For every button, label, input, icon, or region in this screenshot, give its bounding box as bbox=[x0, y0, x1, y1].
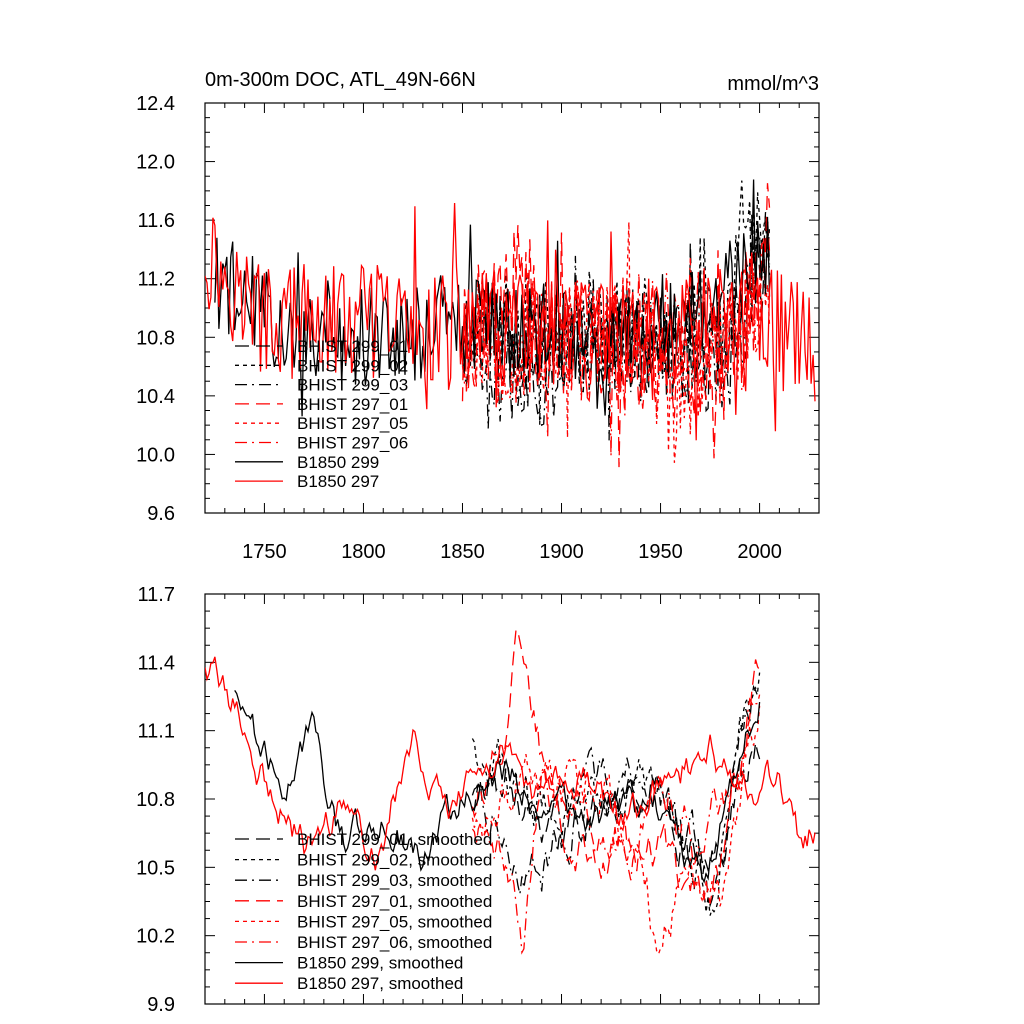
series-line-bottom-3 bbox=[471, 628, 761, 904]
top-panel-units: mmol/m^3 bbox=[727, 73, 819, 95]
y-tick-label: 11.6 bbox=[138, 210, 175, 232]
x-tick-label: 1850 bbox=[440, 541, 485, 563]
y-tick-label: 11.2 bbox=[138, 269, 175, 291]
bottom-panel-ticks: 9.9 10.2 10.5 10.8 11.1 11.4 11.7 bbox=[136, 584, 819, 1016]
y-tick-label: 11.4 bbox=[138, 652, 175, 674]
x-tick-label: 1950 bbox=[638, 541, 683, 563]
y-tick-label: 12.0 bbox=[136, 152, 175, 174]
legend-label: BHIST 297_05, smoothed bbox=[297, 912, 492, 931]
top-panel-ticks: 1750 1800 1850 1900 1950 2000 9.6 10.0 10.4 10.8 1… bbox=[136, 93, 819, 563]
series-line-bottom-5 bbox=[471, 694, 761, 955]
legend-label: B1850 297, smoothed bbox=[297, 974, 463, 993]
bottom-panel-series bbox=[205, 628, 816, 956]
legend-label: B1850 299 bbox=[297, 453, 379, 472]
legend-label: B1850 299, smoothed bbox=[297, 954, 463, 973]
series-line-bottom-0 bbox=[471, 742, 761, 872]
x-tick-label: 2000 bbox=[737, 541, 782, 563]
x-tick-label: 1900 bbox=[539, 541, 584, 563]
bottom-panel: 9.9 10.2 10.5 10.8 11.1 11.4 11.7 BHIST 299_01… bbox=[136, 584, 820, 1016]
legend-label: BHIST 299_01 bbox=[297, 337, 408, 356]
y-tick-label: 10.8 bbox=[136, 789, 175, 811]
legend-label: BHIST 299_03 bbox=[297, 376, 408, 395]
series-line-top-3 bbox=[461, 183, 771, 468]
x-tick-label: 1750 bbox=[242, 541, 287, 563]
y-tick-label: 11.7 bbox=[138, 584, 175, 606]
top-panel: 0m-300m DOC, ATL_49N-66N mmol/m^3 1750 18… bbox=[136, 69, 820, 563]
y-tick-label: 10.8 bbox=[136, 327, 175, 349]
top-panel-series bbox=[205, 179, 816, 468]
y-tick-label: 11.1 bbox=[138, 721, 175, 743]
legend-label: BHIST 299_02 bbox=[297, 356, 408, 375]
legend-label: BHIST 297_06 bbox=[297, 434, 408, 453]
y-tick-label: 10.0 bbox=[136, 444, 175, 466]
legend-label: BHIST 297_06, smoothed bbox=[297, 933, 492, 952]
top-panel-title: 0m-300m DOC, ATL_49N-66N bbox=[205, 69, 476, 91]
y-tick-label: 10.5 bbox=[136, 857, 175, 879]
y-tick-label: 10.2 bbox=[136, 926, 175, 948]
legend-label: B1850 297 bbox=[297, 472, 379, 491]
legend-label: BHIST 297_01, smoothed bbox=[297, 892, 492, 911]
legend-label: BHIST 297_05 bbox=[297, 414, 408, 433]
x-tick-label: 1800 bbox=[341, 541, 386, 563]
legend-label: BHIST 299_03, smoothed bbox=[297, 871, 492, 890]
bottom-panel-legend: BHIST 299_01, smoothed BHIST 299_02, smoo… bbox=[235, 830, 492, 993]
series-line-bottom-4 bbox=[471, 705, 761, 956]
y-tick-label: 9.9 bbox=[147, 994, 175, 1016]
legend-label: BHIST 297_01 bbox=[297, 395, 408, 414]
y-tick-label: 10.4 bbox=[136, 386, 175, 408]
series-line-top-7 bbox=[205, 202, 816, 441]
legend-label: BHIST 299_01, smoothed bbox=[297, 830, 492, 849]
series-line-bottom-1 bbox=[471, 672, 761, 916]
series-line-bottom-7 bbox=[205, 656, 816, 871]
y-tick-label: 9.6 bbox=[147, 503, 175, 525]
legend-label: BHIST 299_02, smoothed bbox=[297, 851, 492, 870]
y-tick-label: 12.4 bbox=[136, 93, 175, 115]
